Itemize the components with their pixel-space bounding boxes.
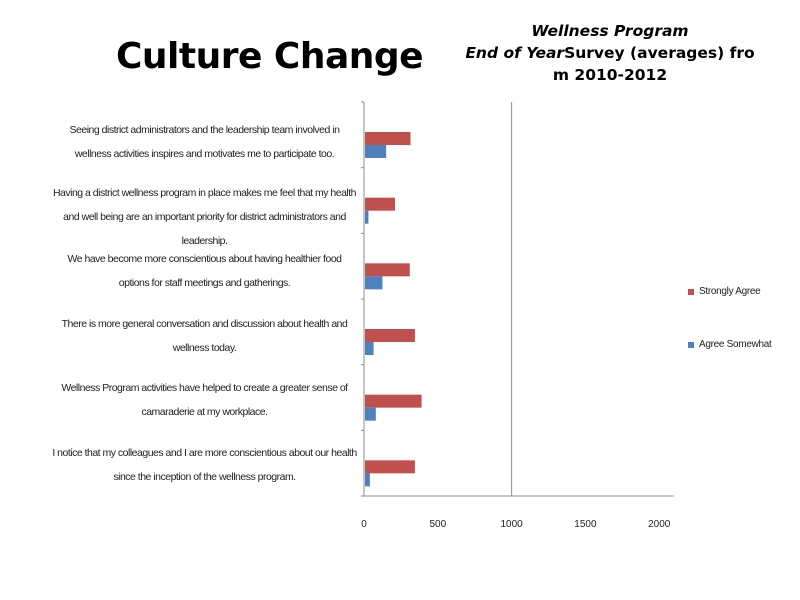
- bar-strongly-agree: [365, 263, 410, 277]
- chart-title-line-1: Wellness Program: [531, 22, 689, 40]
- bar-agree-somewhat: [365, 276, 383, 290]
- chart-title-line-2: End of YearSurvey (averages) fro: [465, 44, 755, 62]
- chart-title: Wellness Program End of YearSurvey (aver…: [465, 20, 755, 86]
- bar-strongly-agree: [365, 460, 415, 474]
- category-label: Seeing district administrators and the l…: [69, 124, 340, 160]
- category-label: We have become more conscientious about …: [67, 253, 343, 289]
- bar-agree-somewhat: [365, 145, 387, 158]
- bar-agree-somewhat: [365, 210, 369, 224]
- x-tick-label: 0: [361, 519, 367, 530]
- chart-tick-labels: 0 500 1000 1500 2000: [361, 519, 671, 530]
- legend-label: Agree Somewhat: [699, 339, 772, 350]
- bar-agree-somewhat: [365, 342, 374, 355]
- x-tick-label: 1500: [574, 519, 597, 530]
- bar-agree-somewhat: [365, 473, 370, 487]
- category-label: Having a district wellness program in pl…: [52, 187, 357, 247]
- x-tick-label: 500: [429, 519, 446, 530]
- bar-strongly-agree: [365, 394, 422, 408]
- x-tick-label: 1000: [500, 519, 523, 530]
- chart-title-line-3: m 2010-2012: [552, 66, 668, 84]
- category-label: There is more general conversation and d…: [61, 318, 348, 354]
- x-tick-label: 2000: [648, 519, 671, 530]
- bar-strongly-agree: [365, 329, 415, 342]
- bar-strongly-agree: [365, 132, 411, 145]
- bar-strongly-agree: [365, 197, 395, 211]
- legend-label: Strongly Agree: [699, 286, 761, 297]
- category-label: Wellness Program activities have helped …: [61, 382, 348, 418]
- bar-agree-somewhat: [365, 407, 376, 421]
- chart-bars: [365, 132, 422, 487]
- slide-title: Culture Change: [116, 36, 424, 77]
- legend-swatch: [688, 342, 694, 348]
- legend-swatch: [688, 289, 694, 295]
- chart-axes: [361, 101, 674, 497]
- category-label: I notice that my colleagues and I are mo…: [52, 447, 357, 483]
